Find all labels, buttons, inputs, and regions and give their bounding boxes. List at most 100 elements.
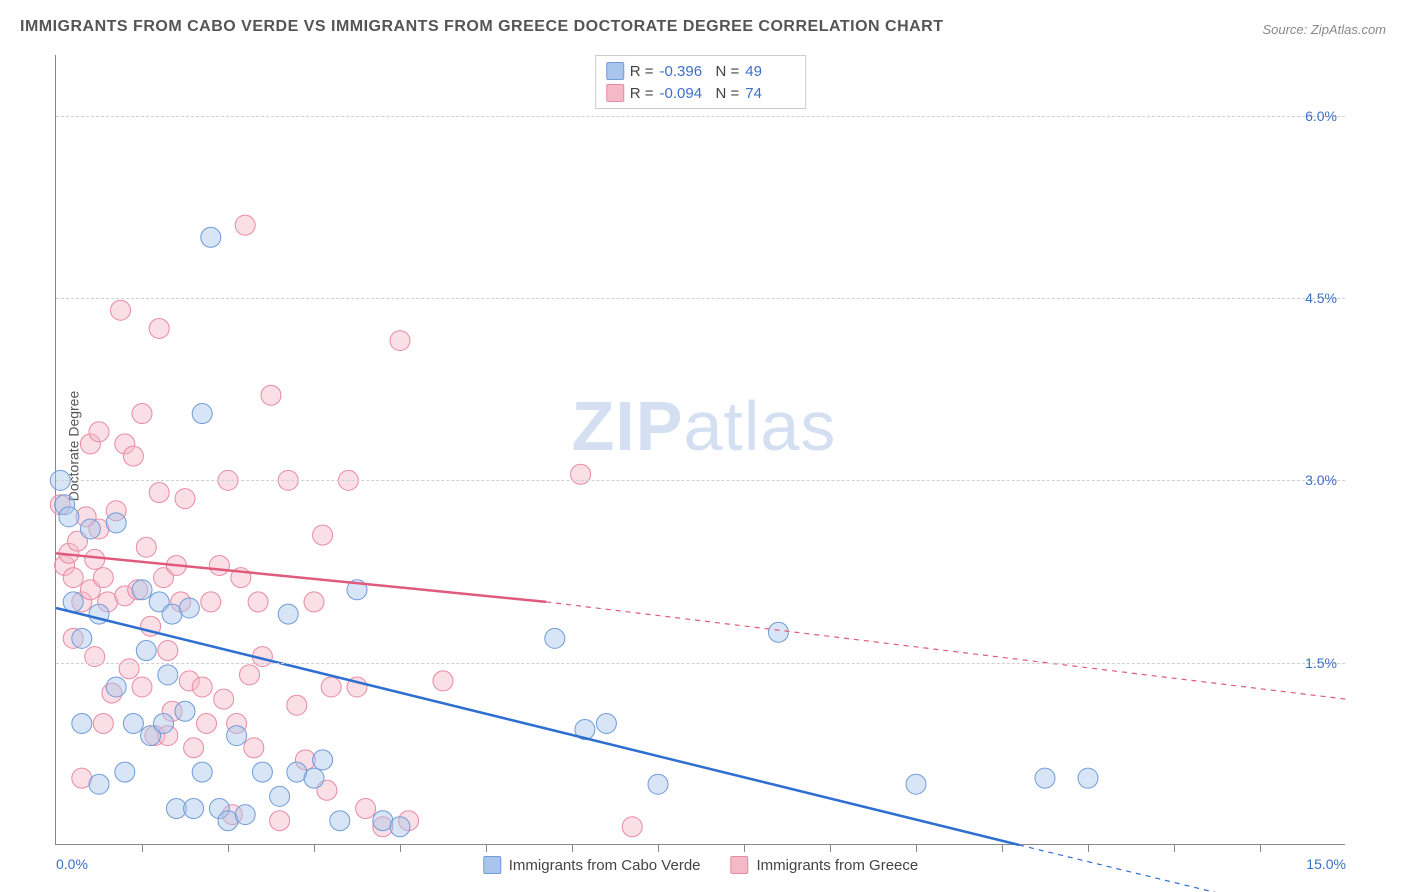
data-point (154, 713, 174, 733)
data-point (201, 592, 221, 612)
data-point (235, 805, 255, 825)
data-point (175, 489, 195, 509)
data-point (72, 628, 92, 648)
data-point (149, 318, 169, 338)
stats-legend-box: R = -0.396 N = 49 R = -0.094 N = 74 (595, 55, 807, 109)
data-point (596, 713, 616, 733)
data-point (158, 641, 178, 661)
data-point (278, 604, 298, 624)
legend-item-caboverde: Immigrants from Cabo Verde (483, 856, 701, 874)
data-point (390, 331, 410, 351)
data-point (63, 592, 83, 612)
chart-container: IMMIGRANTS FROM CABO VERDE VS IMMIGRANTS… (0, 0, 1406, 892)
data-point (304, 768, 324, 788)
data-point (106, 513, 126, 533)
data-point (313, 750, 333, 770)
data-point (648, 774, 668, 794)
chart-svg (56, 55, 1345, 844)
r-label: R = (630, 85, 654, 102)
data-point (132, 580, 152, 600)
source-attribution: Source: ZipAtlas.com (1262, 22, 1386, 37)
n-label: N = (716, 85, 740, 102)
data-point (356, 799, 376, 819)
data-point (179, 598, 199, 618)
data-point (158, 665, 178, 685)
swatch-caboverde (483, 856, 501, 874)
data-point (270, 786, 290, 806)
legend-label-greece: Immigrants from Greece (757, 857, 919, 874)
data-point (270, 811, 290, 831)
data-point (214, 689, 234, 709)
swatch-caboverde (606, 62, 624, 80)
r-value-caboverde: -0.396 (660, 63, 710, 80)
data-point (192, 404, 212, 424)
data-point (768, 622, 788, 642)
data-point (136, 641, 156, 661)
n-value-caboverde: 49 (745, 63, 795, 80)
data-point (261, 385, 281, 405)
data-point (123, 446, 143, 466)
swatch-greece (606, 84, 624, 102)
data-point (906, 774, 926, 794)
data-point (184, 799, 204, 819)
data-point (248, 592, 268, 612)
r-label: R = (630, 63, 654, 80)
bottom-legend: Immigrants from Cabo Verde Immigrants fr… (483, 856, 918, 874)
y-tick-label: 1.5% (1305, 655, 1337, 671)
r-value-greece: -0.094 (660, 85, 710, 102)
legend-label-caboverde: Immigrants from Cabo Verde (509, 857, 701, 874)
data-point (72, 713, 92, 733)
stats-row-greece: R = -0.094 N = 74 (606, 82, 796, 104)
data-point (1035, 768, 1055, 788)
data-point (240, 665, 260, 685)
data-point (59, 507, 79, 527)
y-tick-label: 4.5% (1305, 290, 1337, 306)
y-tick-label: 6.0% (1305, 108, 1337, 124)
swatch-greece (731, 856, 749, 874)
y-tick-label: 3.0% (1305, 472, 1337, 488)
data-point (132, 677, 152, 697)
data-point (115, 762, 135, 782)
legend-item-greece: Immigrants from Greece (731, 856, 919, 874)
data-point (149, 483, 169, 503)
data-point (244, 738, 264, 758)
data-point (106, 677, 126, 697)
plot-area: ZIPatlas R = -0.396 N = 49 R = -0.094 N … (55, 55, 1345, 845)
n-value-greece: 74 (745, 85, 795, 102)
data-point (80, 519, 100, 539)
data-point (123, 713, 143, 733)
data-point (330, 811, 350, 831)
data-point (304, 592, 324, 612)
data-point (201, 227, 221, 247)
stats-row-caboverde: R = -0.396 N = 49 (606, 60, 796, 82)
data-point (390, 817, 410, 837)
data-point (622, 817, 642, 837)
data-point (192, 762, 212, 782)
data-point (1078, 768, 1098, 788)
data-point (321, 677, 341, 697)
data-point (89, 422, 109, 442)
data-point (89, 774, 109, 794)
data-point (132, 404, 152, 424)
data-point (197, 713, 217, 733)
data-point (136, 537, 156, 557)
x-tick-label: 0.0% (56, 856, 88, 872)
data-point (63, 568, 83, 588)
data-point (545, 628, 565, 648)
data-point (252, 762, 272, 782)
data-point (175, 701, 195, 721)
trend-line-extrapolated (546, 602, 1346, 699)
data-point (433, 671, 453, 691)
data-point (111, 300, 131, 320)
data-point (313, 525, 333, 545)
data-point (235, 215, 255, 235)
data-point (227, 726, 247, 746)
data-point (93, 713, 113, 733)
x-tick-label: 15.0% (1306, 856, 1346, 872)
data-point (184, 738, 204, 758)
trend-line-extrapolated (1019, 845, 1346, 892)
data-point (209, 555, 229, 575)
data-point (192, 677, 212, 697)
chart-title: IMMIGRANTS FROM CABO VERDE VS IMMIGRANTS… (20, 18, 944, 36)
n-label: N = (716, 63, 740, 80)
